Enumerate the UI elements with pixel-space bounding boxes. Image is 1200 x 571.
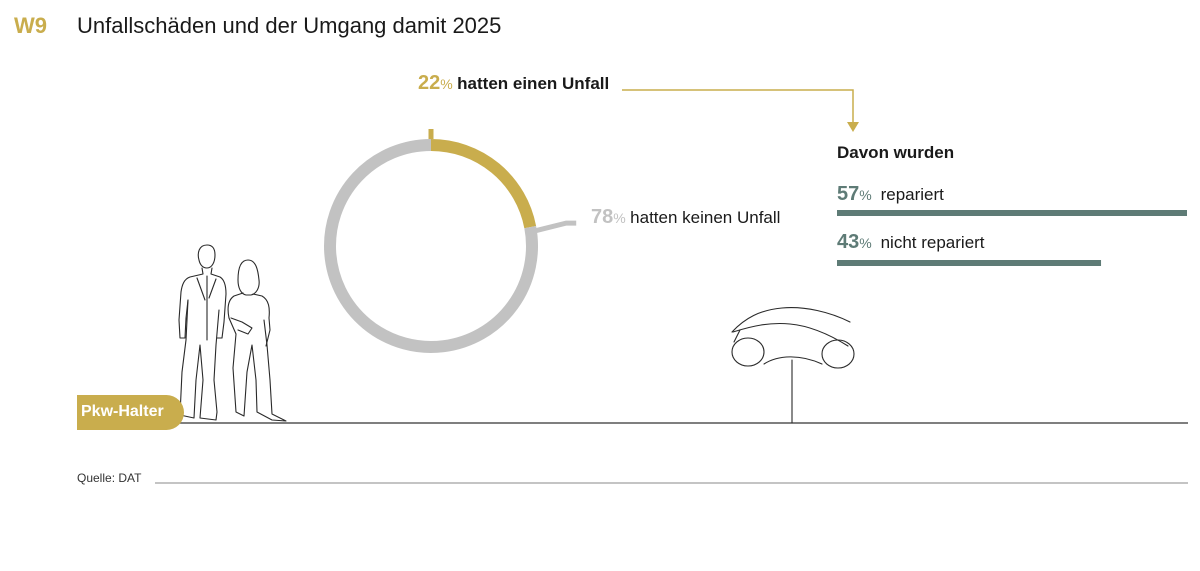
leader-line-no-accident: [533, 220, 577, 234]
slice-value-accident: 22: [418, 72, 441, 94]
donut-chart: [324, 129, 577, 353]
connector-line: [622, 89, 854, 125]
chart-title: Unfallschäden und der Umgang damit 2025: [77, 13, 502, 38]
car-sketch-illustration: [731, 307, 855, 424]
donut-slice-0: [430, 139, 537, 229]
bar-text-not-repaired: nicht repariert: [880, 233, 985, 252]
bar-value-not-repaired: 43: [837, 231, 860, 253]
slice-text-no-accident: hatten keinen Unfall: [630, 208, 781, 227]
bar-text-repaired: repariert: [880, 185, 944, 204]
people-silhouettes-illustration: [178, 244, 287, 422]
bar-chart: [837, 210, 1187, 266]
bar-0: [837, 210, 1187, 216]
bar-1: [837, 260, 1102, 266]
slice-text-accident: hatten einen Unfall: [457, 74, 610, 93]
donut-slice-1: [324, 139, 538, 353]
bar-unit-not-repaired: %: [859, 235, 872, 251]
figure-id: W9: [14, 13, 47, 38]
source-note: Quelle: DAT: [77, 471, 142, 485]
slice-unit-no-accident: %: [613, 210, 626, 226]
slice-label-accident: 22% hatten einen Unfall: [418, 72, 609, 95]
bar-unit-repaired: %: [859, 187, 872, 203]
slice-label-no-accident: 78% hatten keinen Unfall: [591, 206, 780, 229]
arrow-down-icon: [847, 122, 859, 132]
category-badge-label: Pkw-Halter: [81, 403, 164, 420]
slice-value-no-accident: 78: [591, 206, 614, 228]
bar-label-not-repaired: 43% nicht repariert: [837, 231, 985, 254]
bar-value-repaired: 57: [837, 183, 860, 205]
slice-unit-accident: %: [440, 76, 453, 92]
bar-section-title: Davon wurden: [837, 143, 955, 162]
category-badge: Pkw-Halter: [77, 395, 184, 430]
bar-label-repaired: 57% repariert: [837, 183, 944, 206]
